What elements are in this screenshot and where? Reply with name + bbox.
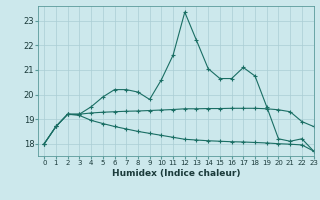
X-axis label: Humidex (Indice chaleur): Humidex (Indice chaleur) (112, 169, 240, 178)
